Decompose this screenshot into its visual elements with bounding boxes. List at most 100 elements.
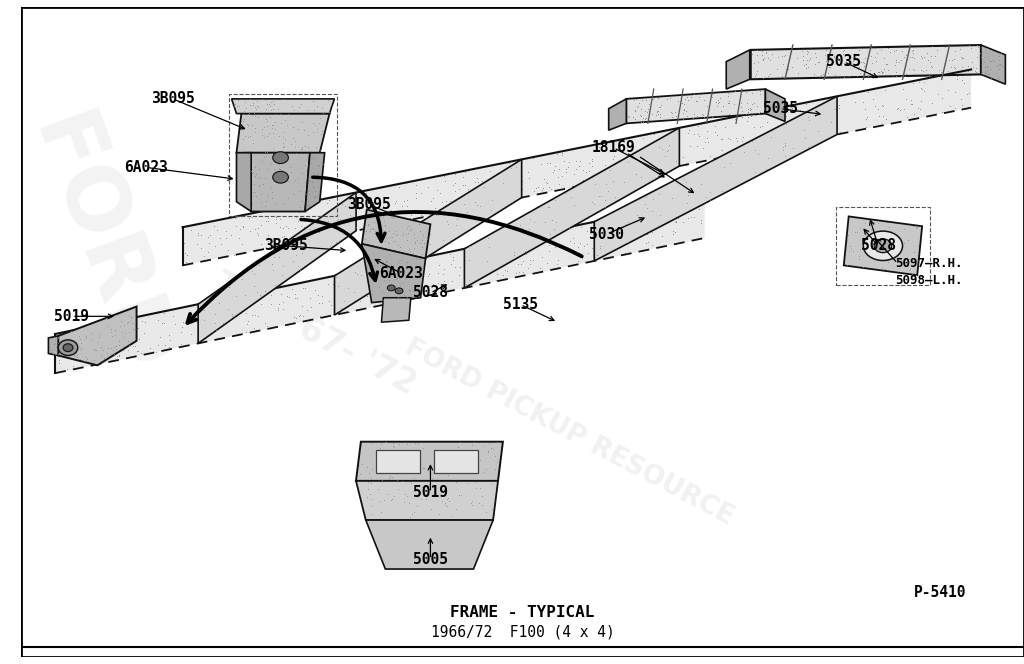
Point (383, 212, 399, 222)
Point (50, 358, 67, 369)
Point (273, 165, 290, 175)
Point (270, 131, 287, 141)
Point (357, 234, 374, 244)
Point (839, 245, 855, 256)
Point (391, 181, 408, 192)
Point (130, 334, 146, 345)
Point (591, 191, 607, 202)
Point (862, 51, 879, 62)
Point (116, 332, 132, 343)
Point (47, 349, 63, 359)
Point (326, 305, 342, 316)
Point (636, 143, 652, 154)
Point (396, 290, 413, 301)
Point (272, 288, 289, 299)
Point (977, 62, 993, 72)
Point (513, 175, 529, 186)
Point (262, 299, 279, 309)
Point (281, 108, 297, 119)
Point (760, 52, 776, 63)
Point (493, 167, 509, 178)
Point (900, 234, 916, 245)
Point (507, 272, 523, 283)
Point (534, 159, 550, 169)
Point (44, 333, 60, 343)
Point (296, 201, 312, 211)
Point (974, 67, 990, 78)
Point (689, 128, 706, 139)
Point (112, 350, 128, 361)
Point (464, 440, 480, 450)
Point (285, 132, 301, 143)
Point (695, 118, 712, 129)
Point (851, 56, 867, 66)
Point (937, 42, 953, 52)
Point (510, 165, 526, 175)
Point (640, 236, 656, 247)
Point (172, 339, 188, 350)
Point (379, 448, 395, 459)
Point (274, 304, 291, 315)
Point (72, 344, 88, 355)
Point (91, 329, 108, 339)
Point (94, 337, 111, 347)
Point (310, 227, 327, 238)
Point (191, 334, 208, 345)
Point (579, 239, 595, 250)
Point (884, 70, 900, 80)
Point (989, 58, 1006, 69)
Point (315, 221, 332, 232)
Point (346, 286, 362, 297)
Point (775, 124, 792, 134)
Point (618, 167, 635, 178)
Point (898, 69, 914, 80)
Text: 5030: 5030 (589, 226, 625, 242)
Point (274, 176, 291, 187)
Text: 5035: 5035 (826, 54, 861, 69)
Point (247, 187, 263, 198)
Point (355, 265, 372, 276)
Point (393, 254, 410, 265)
Point (952, 94, 969, 104)
Point (260, 164, 276, 175)
Point (954, 100, 971, 110)
Point (239, 318, 255, 329)
Point (41, 342, 57, 353)
Point (105, 349, 122, 360)
Point (635, 112, 651, 123)
Point (248, 169, 264, 179)
Point (244, 310, 260, 321)
Point (902, 264, 919, 275)
Point (906, 109, 923, 120)
Point (597, 202, 613, 212)
Text: 6A023: 6A023 (379, 266, 423, 281)
Point (553, 171, 569, 181)
Point (314, 102, 331, 113)
Point (408, 237, 424, 248)
Point (367, 225, 383, 236)
Point (385, 235, 401, 246)
Point (973, 68, 989, 78)
Point (446, 177, 463, 188)
Point (946, 62, 963, 73)
Point (161, 329, 177, 340)
Point (473, 185, 489, 195)
Point (750, 149, 766, 159)
Point (395, 290, 412, 300)
Point (300, 175, 316, 185)
Point (397, 260, 414, 271)
Point (626, 149, 642, 160)
Point (408, 187, 424, 198)
Point (988, 67, 1005, 78)
Point (374, 278, 390, 288)
Point (349, 197, 366, 207)
Point (644, 221, 660, 232)
Point (229, 101, 246, 112)
Point (300, 195, 316, 206)
Point (587, 179, 603, 189)
Point (398, 178, 415, 189)
Point (466, 262, 482, 273)
Point (638, 95, 654, 106)
Point (381, 206, 397, 216)
Point (855, 69, 871, 80)
